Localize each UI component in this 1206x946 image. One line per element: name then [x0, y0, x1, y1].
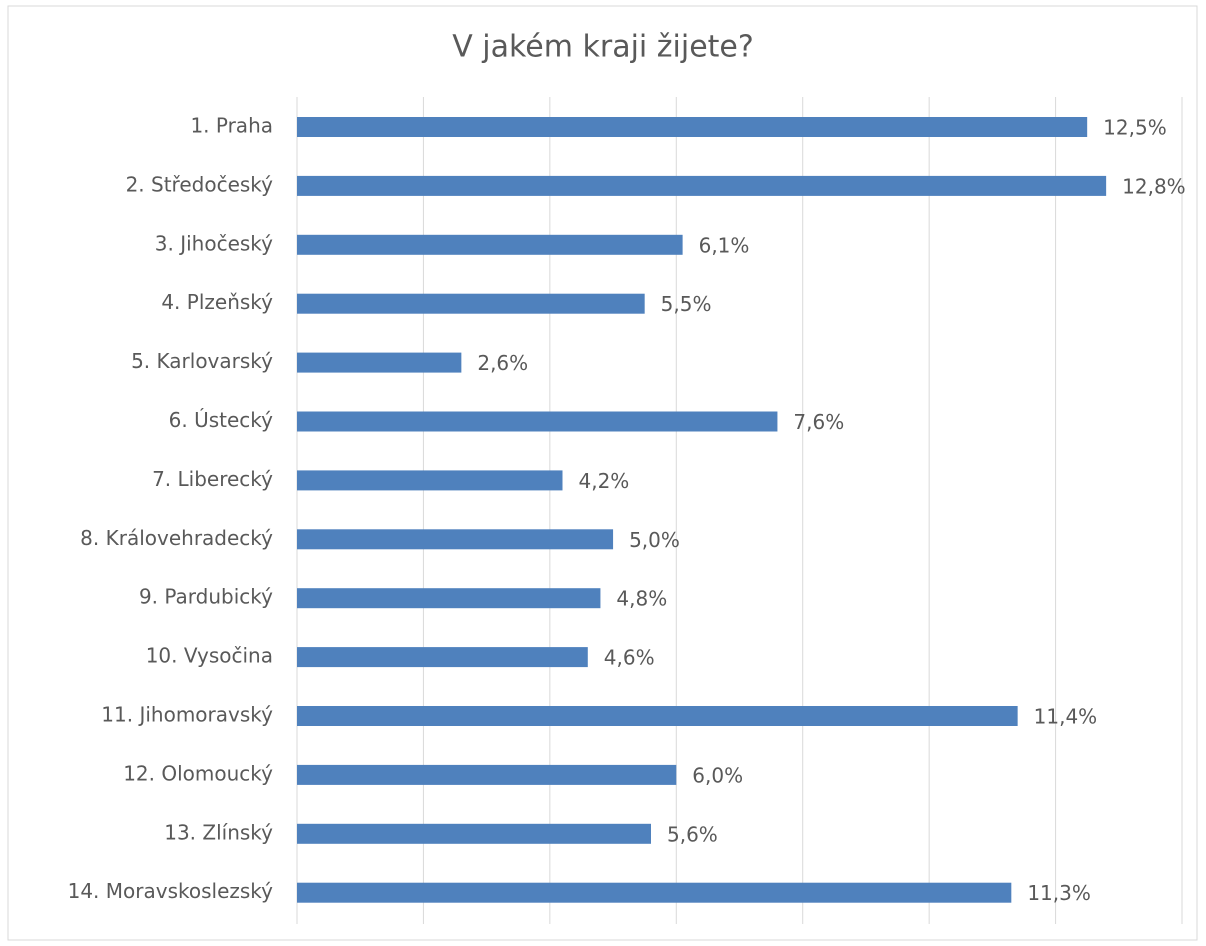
y-tick-label: 1. Praha — [190, 114, 273, 138]
bar — [297, 647, 588, 668]
bar — [297, 175, 1107, 196]
data-label: 5,6% — [667, 822, 718, 846]
bar — [297, 470, 563, 491]
bar — [297, 411, 778, 432]
y-tick-label: 10. Vysočina — [146, 644, 273, 668]
data-label: 11,3% — [1027, 881, 1091, 905]
y-tick-label: 13. Zlínský — [164, 820, 273, 844]
bar — [297, 234, 683, 255]
y-tick-label: 12. Olomoucký — [123, 761, 273, 785]
y-tick-label: 14. Moravskoslezský — [68, 879, 274, 903]
y-tick-label: 3. Jihočeský — [155, 231, 273, 255]
y-tick-label: 5. Karlovarský — [131, 349, 273, 373]
y-tick-label: 7. Liberecký — [152, 467, 273, 491]
data-label: 6,1% — [699, 233, 750, 257]
y-tick-label: 4. Plzeňský — [161, 290, 273, 314]
data-label: 4,2% — [579, 469, 630, 493]
data-label: 6,0% — [692, 763, 743, 787]
data-label: 4,8% — [616, 587, 667, 611]
bar — [297, 823, 651, 844]
data-label: 4,6% — [604, 646, 655, 670]
bar — [297, 764, 677, 785]
bar — [297, 117, 1088, 137]
data-label: 12,5% — [1103, 116, 1167, 140]
bar — [297, 352, 462, 373]
data-label: 2,6% — [477, 351, 528, 375]
data-label: 12,8% — [1122, 174, 1186, 198]
y-tick-label: 9. Pardubický — [139, 585, 273, 609]
data-label: 7,6% — [793, 410, 844, 434]
bar — [297, 529, 614, 550]
data-label: 5,5% — [661, 292, 712, 316]
y-tick-label: 11. Jihomoravský — [101, 703, 273, 727]
y-tick-label: 6. Ústecký — [169, 408, 274, 432]
bar — [297, 588, 601, 609]
data-label: 5,0% — [629, 528, 680, 552]
bar — [297, 706, 1018, 726]
y-tick-label: 2. Středočeský — [126, 172, 274, 196]
bar — [297, 293, 645, 314]
bar — [297, 882, 1012, 903]
data-label: 11,4% — [1034, 705, 1098, 729]
chart-title: V jakém kraji žijete? — [452, 30, 754, 65]
y-tick-label: 8. Královehradecký — [80, 526, 273, 550]
